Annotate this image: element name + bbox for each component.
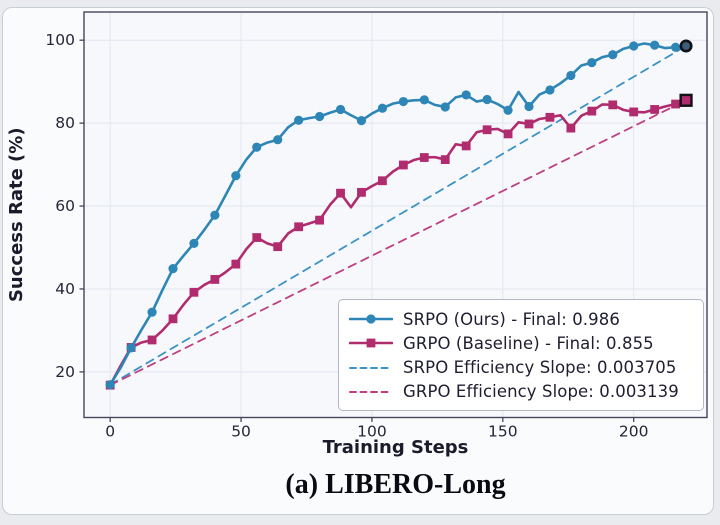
svg-text:0: 0 <box>105 423 115 441</box>
svg-text:20: 20 <box>55 363 75 381</box>
svg-text:60: 60 <box>55 197 75 215</box>
srpo-series <box>105 40 688 390</box>
axis-ticks: 0 50 100 150 200 20 40 60 80 100 <box>45 31 648 440</box>
caption: (a) LIBERO-Long <box>285 469 506 500</box>
x-axis-label: Training Steps <box>323 437 469 458</box>
svg-text:40: 40 <box>55 280 75 298</box>
legend-label-grpo-slope: GRPO Efficiency Slope: 0.003139 <box>403 382 679 402</box>
svg-text:200: 200 <box>619 423 649 441</box>
legend-item-grpo-slope: GRPO Efficiency Slope: 0.003139 <box>349 380 693 404</box>
legend-item-srpo: SRPO (Ours) - Final: 0.986 <box>349 307 693 331</box>
final-point-markers <box>679 39 693 107</box>
svg-text:80: 80 <box>55 114 75 132</box>
svg-text:150: 150 <box>488 423 518 441</box>
svg-text:100: 100 <box>45 31 75 49</box>
legend-swatch-srpo-line-circle-icon <box>349 314 393 324</box>
legend-swatch-grpo-line-square-icon <box>349 338 393 348</box>
srpo-efficiency-line <box>109 45 687 386</box>
legend-label-srpo: SRPO (Ours) - Final: 0.986 <box>403 309 620 329</box>
grpo-efficiency-line <box>109 99 687 387</box>
legend: SRPO (Ours) - Final: 0.986 GRPO (Baselin… <box>338 299 704 411</box>
y-axis-label: Success Rate (%) <box>6 127 27 302</box>
grpo-series <box>105 99 688 390</box>
legend-label-srpo-slope: SRPO Efficiency Slope: 0.003705 <box>403 358 677 378</box>
svg-text:100: 100 <box>357 423 387 441</box>
legend-item-grpo: GRPO (Baseline) - Final: 0.855 <box>349 331 693 355</box>
legend-label-grpo: GRPO (Baseline) - Final: 0.855 <box>403 333 654 353</box>
svg-text:50: 50 <box>231 423 251 441</box>
legend-swatch-srpo-dashed-icon <box>349 366 393 369</box>
legend-item-srpo-slope: SRPO Efficiency Slope: 0.003705 <box>349 356 693 380</box>
legend-swatch-grpo-dashed-icon <box>349 390 393 393</box>
